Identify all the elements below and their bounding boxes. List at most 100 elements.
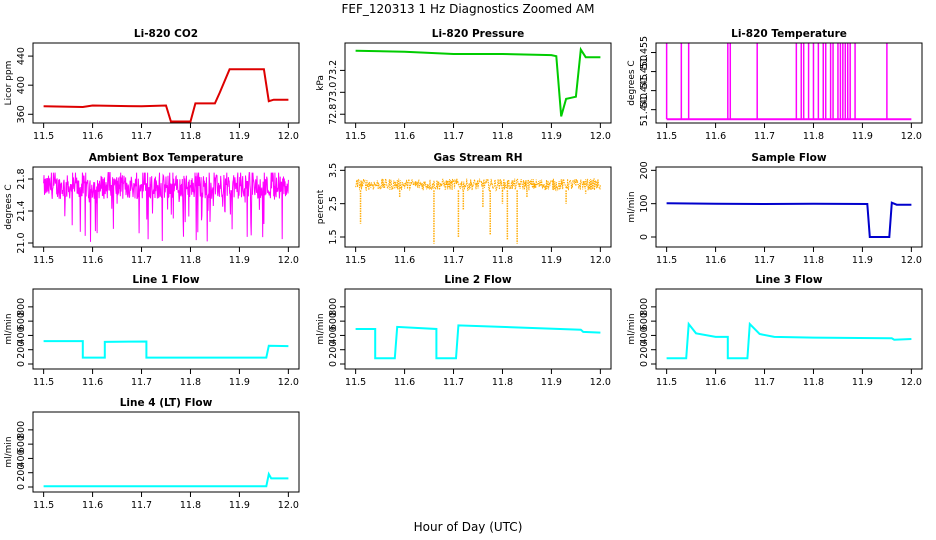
x-tick-label: 11.5 <box>33 377 54 388</box>
x-tick-label: 11.9 <box>229 131 250 142</box>
x-tick-label: 11.8 <box>180 255 201 266</box>
x-tick-label: 11.6 <box>82 377 103 388</box>
x-tick-label: 12.0 <box>278 131 299 142</box>
panels: Li-820 CO2 11.5 11.6 11.7 11.8 11.9 12.0 360 400… <box>4 28 923 511</box>
x-tick-label: 11.9 <box>852 255 873 266</box>
y-axis-label: ml/min <box>316 313 326 344</box>
series-group <box>355 177 601 244</box>
x-tick-label: 11.7 <box>131 377 152 388</box>
x-tick-label: 12.0 <box>590 377 611 388</box>
x-tick-label: 11.9 <box>229 377 250 388</box>
x-tick-label: 12.0 <box>590 255 611 266</box>
chart-panel: Li-820 CO2 11.5 11.6 11.7 11.8 11.9 12.0 360 400… <box>4 28 300 142</box>
series-group <box>43 340 289 359</box>
y-tick-label: 72.8 <box>328 104 339 125</box>
figure-title: FEF_120313 1 Hz Diagnostics Zoomed AM <box>341 2 594 16</box>
chart-panel: Sample Flow 11.5 11.6 11.7 11.8 11.9 12.0 0 100 2… <box>627 152 923 266</box>
y-axis-label: Licor ppm <box>4 61 14 106</box>
panel-title: Line 1 Flow <box>132 274 199 286</box>
x-tick-label: 11.9 <box>852 131 873 142</box>
y-tick-label: 51.455 <box>639 36 650 69</box>
y-tick-label: 800 <box>16 298 27 316</box>
x-tick-label: 12.0 <box>901 255 922 266</box>
x-tick-label: 11.9 <box>541 377 562 388</box>
y-tick-label: 200 <box>16 464 27 482</box>
plot-frame <box>655 42 923 124</box>
y-tick-label: 1.5 <box>328 229 339 244</box>
y-axis-label: kPa <box>316 75 326 91</box>
x-tick-label: 11.7 <box>443 255 464 266</box>
x-tick-label: 12.0 <box>278 500 299 511</box>
x-tick-label: 12.0 <box>901 377 922 388</box>
chart-panel: Gas Stream RH 11.5 11.6 11.7 11.8 11.9 12.0 1.5… <box>316 152 612 266</box>
x-tick-label: 11.8 <box>492 255 513 266</box>
series-group <box>666 321 912 360</box>
x-tick-label: 11.5 <box>345 131 366 142</box>
x-tick-label: 11.8 <box>180 131 201 142</box>
x-tick-label: 11.5 <box>33 255 54 266</box>
y-tick-label: 0 <box>16 484 27 490</box>
y-axis-label: ml/min <box>627 313 637 344</box>
plot-frame <box>32 411 300 493</box>
series-group <box>43 471 289 488</box>
y-tick-label: 600 <box>16 435 27 453</box>
series-group <box>43 172 289 242</box>
x-tick-label: 11.8 <box>492 377 513 388</box>
y-tick-label: 0 <box>639 234 650 240</box>
y-tick-label: 21.4 <box>16 200 27 221</box>
x-tick-label: 11.6 <box>705 131 726 142</box>
series-line <box>43 471 289 488</box>
y-tick-label: 0 <box>16 361 27 367</box>
x-tick-label: 11.8 <box>803 255 824 266</box>
x-tick-label: 11.6 <box>82 255 103 266</box>
x-tick-label: 11.7 <box>754 255 775 266</box>
series-group <box>355 46 601 117</box>
panel-title: Sample Flow <box>751 152 826 164</box>
x-tick-label: 11.6 <box>394 255 415 266</box>
x-tick-label: 11.5 <box>345 255 366 266</box>
y-tick-label: 0 <box>328 361 339 367</box>
x-tick-label: 11.8 <box>803 377 824 388</box>
panel-title: Li-820 Pressure <box>432 28 525 40</box>
y-axis-label: ml/min <box>4 313 14 344</box>
x-tick-label: 11.7 <box>443 131 464 142</box>
y-tick-label: 400 <box>16 326 27 344</box>
x-tick-label: 12.0 <box>590 131 611 142</box>
x-tick-label: 11.7 <box>131 500 152 511</box>
series-line <box>43 340 289 359</box>
y-tick-label: 200 <box>639 161 650 179</box>
x-tick-label: 11.6 <box>394 131 415 142</box>
series-group <box>666 201 912 238</box>
x-tick-label: 11.6 <box>394 377 415 388</box>
x-tick-label: 11.6 <box>705 377 726 388</box>
chart-panel: Ambient Box Temperature 11.5 11.6 11.7 11.8 1… <box>4 152 300 266</box>
y-axis-label: degrees C <box>4 184 14 229</box>
y-tick-label: 440 <box>16 47 27 65</box>
series-group <box>355 324 601 360</box>
x-tick-label: 11.7 <box>131 255 152 266</box>
panel-title: Line 3 Flow <box>755 274 822 286</box>
y-tick-label: 200 <box>639 341 650 359</box>
plot-frame <box>32 42 300 124</box>
y-tick-label: 800 <box>328 298 339 316</box>
chart-panel: Line 2 Flow 11.5 11.6 11.7 11.8 11.9 12.0 0 2004… <box>316 274 612 388</box>
x-tick-label: 11.5 <box>33 131 54 142</box>
y-tick-label: 51.450 <box>639 55 650 88</box>
x-tick-label: 12.0 <box>278 377 299 388</box>
series-group <box>43 68 289 123</box>
chart-panel: Li-820 Temperature 11.5 11.6 11.7 11.8 11.9 12… <box>627 28 923 142</box>
y-axis-label: ml/min <box>4 436 14 467</box>
x-tick-label: 11.9 <box>541 255 562 266</box>
y-tick-label: 200 <box>328 341 339 359</box>
x-tick-label: 11.5 <box>656 255 677 266</box>
x-tick-label: 11.8 <box>492 131 513 142</box>
plot-frame <box>655 166 923 248</box>
y-tick-label: 400 <box>639 326 650 344</box>
x-tick-label: 11.7 <box>754 377 775 388</box>
y-axis-label: percent <box>316 189 326 224</box>
plot-frame <box>655 288 923 370</box>
y-tick-label: 400 <box>328 326 339 344</box>
chart-panel: Li-820 Pressure 11.5 11.6 11.7 11.8 11.9 12.0 7… <box>316 28 612 142</box>
series-line <box>355 324 601 360</box>
